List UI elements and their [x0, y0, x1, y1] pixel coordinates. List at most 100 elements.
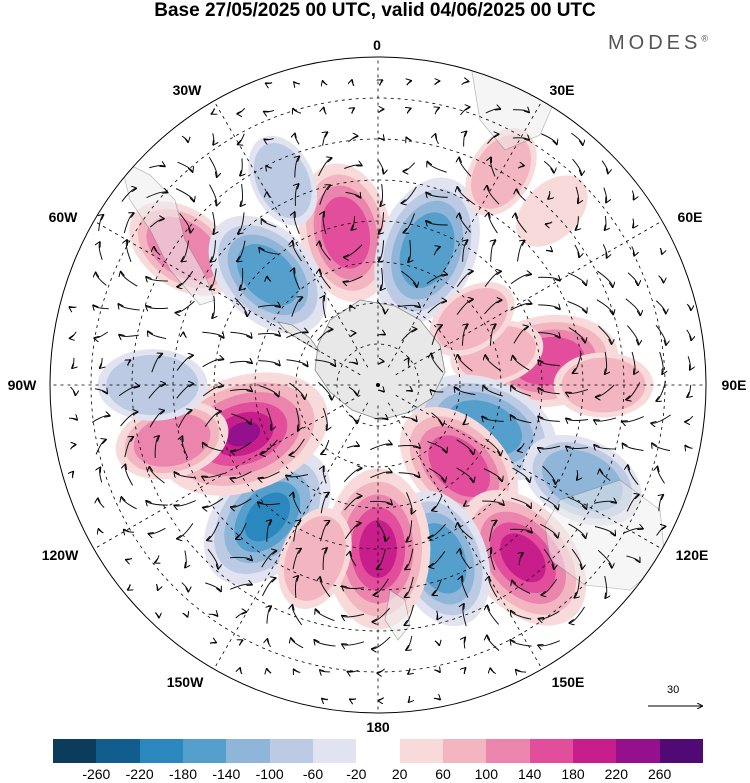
wind-arrow	[118, 304, 140, 311]
colorbar-tick-label: 20	[391, 766, 408, 782]
wind-arrow	[94, 389, 107, 394]
wind-arrow	[686, 329, 691, 340]
wind-arrow	[69, 418, 77, 419]
wind-arrow	[538, 388, 560, 395]
wind-arrow	[203, 498, 224, 507]
wind-arrow	[631, 190, 634, 200]
wind-arrow	[539, 610, 560, 619]
wind-arrow	[155, 436, 159, 458]
wind-arrow	[342, 613, 365, 617]
wind-arrow	[573, 352, 582, 373]
wind-arrow	[240, 183, 242, 206]
wind-arrow	[574, 576, 579, 597]
wind-arrow	[659, 495, 663, 512]
wind-arrow	[100, 358, 102, 368]
wind-arrow	[350, 552, 357, 567]
wind-arrow	[483, 468, 502, 481]
wind-arrow	[266, 166, 272, 168]
anomaly-contour	[359, 520, 397, 578]
wind-arrow	[593, 501, 616, 503]
wind-arrow	[540, 523, 557, 537]
wind-arrow	[121, 497, 137, 510]
wind-arrow	[377, 160, 383, 173]
wind-arrow	[377, 548, 386, 569]
wind-arrow	[343, 468, 361, 483]
wind-arrow	[213, 133, 214, 144]
wind-arrow	[511, 386, 531, 397]
wind-arrow	[344, 275, 363, 282]
wind-arrow	[434, 670, 440, 672]
wind-arrow	[462, 324, 467, 346]
wind-arrow	[238, 133, 245, 145]
colorbar-tick-label: 260	[647, 766, 672, 782]
wind-arrow	[370, 501, 392, 504]
wind-arrow	[95, 440, 106, 455]
wind-arrow	[317, 381, 331, 399]
wind-arrow	[291, 638, 304, 649]
meridian-line	[213, 402, 369, 670]
wind-arrow	[655, 300, 666, 314]
wind-arrow	[257, 333, 280, 335]
colorbar-segment	[183, 739, 227, 763]
wind-arrow	[568, 327, 585, 343]
wind-arrow	[538, 277, 560, 280]
wind-arrow	[571, 132, 582, 145]
wind-arrow	[657, 467, 665, 484]
wind-arrow	[626, 382, 641, 399]
wind-arrow	[546, 221, 553, 224]
wind-arrow	[405, 492, 412, 513]
wind-arrow	[431, 325, 442, 345]
wind-arrow	[99, 215, 104, 232]
anomaly-contour	[237, 244, 299, 306]
wind-arrow	[541, 133, 557, 145]
wind-arrow	[121, 188, 136, 202]
wind-arrow	[434, 641, 439, 645]
wind-arrow	[266, 408, 272, 430]
anomaly-contour	[244, 492, 291, 542]
wind-arrow	[240, 668, 243, 675]
wind-arrow	[259, 385, 278, 397]
lon-label-90w: 90W	[7, 377, 37, 393]
wind-arrow	[323, 81, 328, 85]
wind-arrow	[380, 267, 382, 290]
wind-arrow	[513, 356, 530, 371]
wind-arrow	[400, 270, 416, 287]
colorbar-tick-label: -100	[255, 766, 284, 782]
wind-arrow	[348, 386, 357, 395]
wind-arrow	[490, 548, 496, 571]
wind-arrow	[120, 412, 138, 427]
wind-arrow	[628, 465, 639, 486]
wind-arrow	[182, 613, 188, 616]
wind-arrow	[293, 521, 301, 542]
wind-arrow	[402, 186, 417, 203]
wind-arrow	[512, 138, 529, 140]
wind-arrow	[490, 668, 496, 675]
wind-arrow	[292, 605, 303, 626]
wind-arrow	[543, 160, 554, 172]
wind-arrow	[436, 610, 438, 619]
meridian-line	[395, 220, 663, 376]
colorbar-segment	[313, 739, 357, 763]
wind-arrow	[207, 521, 220, 540]
lon-label-60w: 60W	[48, 209, 78, 225]
wind-arrow	[92, 416, 109, 423]
vector-scale-label: 30	[667, 684, 680, 696]
wind-arrow	[687, 384, 690, 397]
wind-arrow	[181, 240, 190, 262]
wind-arrow	[577, 470, 578, 480]
wind-arrow	[146, 501, 168, 505]
wind-arrow	[511, 611, 532, 620]
wind-arrow	[294, 268, 301, 290]
wind-arrow	[538, 332, 559, 337]
wind-arrow	[652, 443, 671, 452]
anomaly-contour	[399, 212, 455, 288]
colorbar-segment	[226, 739, 271, 763]
wind-arrow	[348, 362, 357, 364]
wind-arrow	[320, 521, 330, 542]
wind-arrow	[406, 520, 413, 541]
wind-arrow	[125, 465, 134, 486]
meridian-line	[387, 100, 543, 368]
brand-logo: MODES®	[608, 32, 708, 55]
wind-arrow	[631, 246, 635, 255]
wind-arrow	[154, 613, 159, 618]
